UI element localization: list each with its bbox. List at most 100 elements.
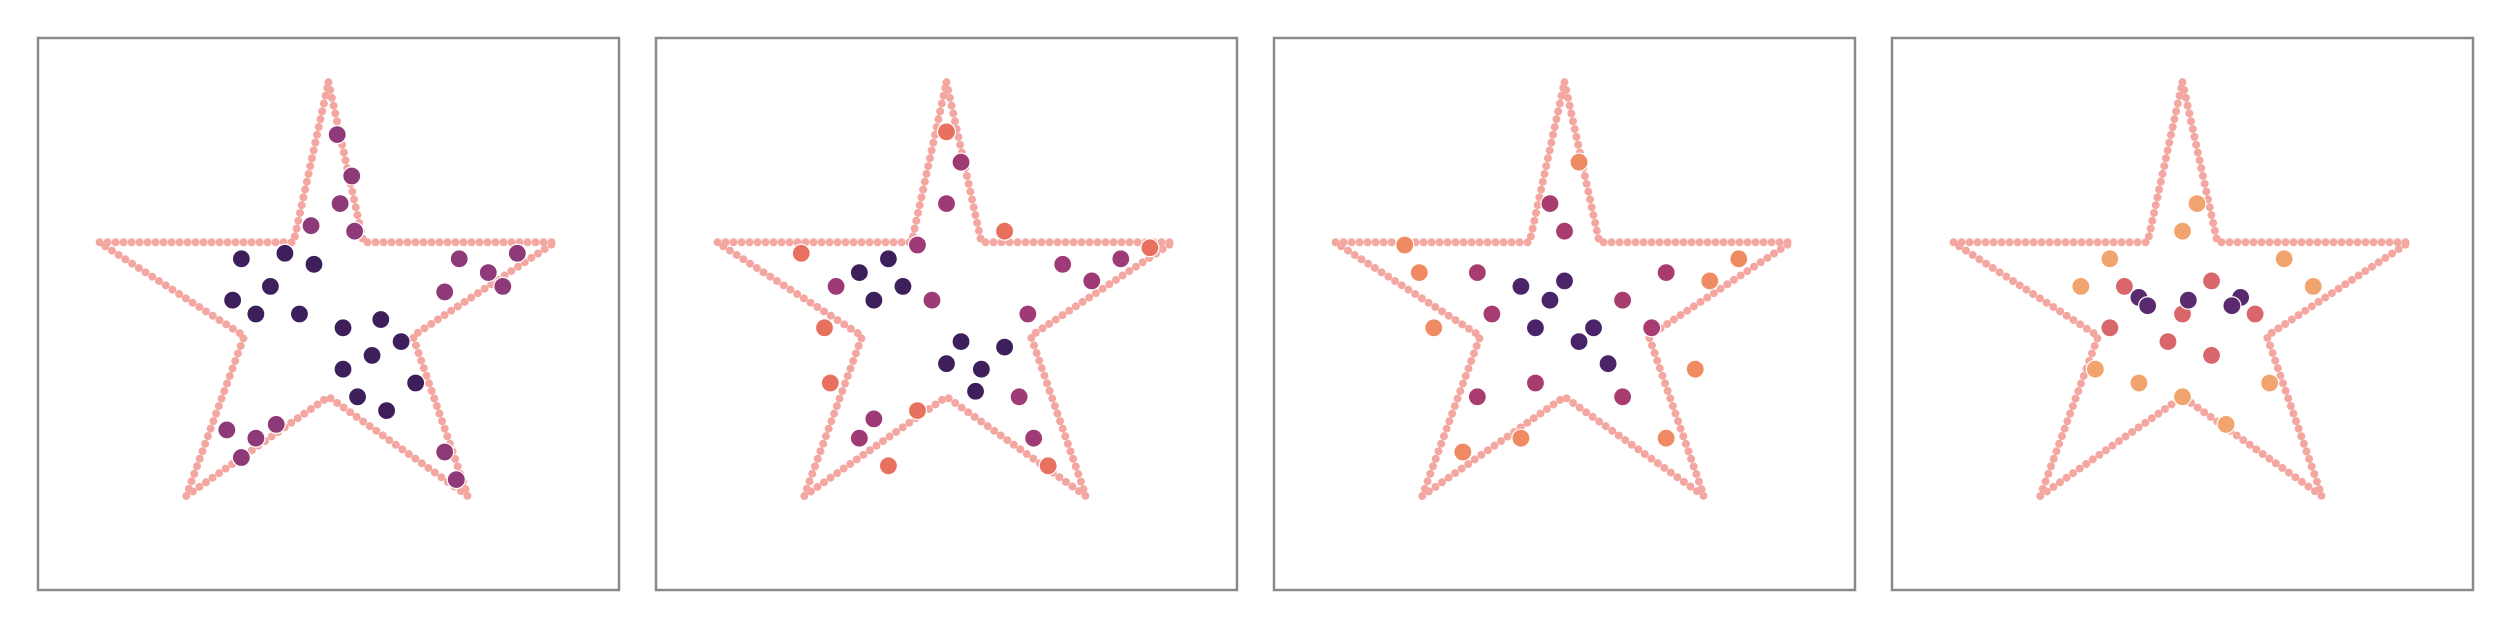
point	[342, 166, 362, 186]
point	[330, 194, 350, 214]
point	[893, 276, 913, 296]
point	[1656, 428, 1676, 448]
point	[820, 373, 840, 393]
star-boundary	[85, 81, 569, 507]
point	[2071, 276, 2091, 296]
point	[449, 249, 469, 269]
point	[1467, 387, 1487, 407]
point	[971, 359, 991, 379]
point	[1511, 276, 1531, 296]
star-boundary	[703, 81, 1187, 507]
point	[1612, 387, 1633, 407]
point	[864, 290, 884, 310]
point	[231, 447, 251, 468]
point	[1482, 304, 1502, 324]
point	[2187, 194, 2207, 214]
point	[347, 387, 368, 407]
point	[1082, 271, 1102, 291]
point	[2100, 318, 2120, 338]
point	[362, 345, 382, 365]
point	[1685, 359, 1705, 379]
point	[1038, 456, 1058, 476]
point	[435, 442, 455, 462]
point	[1424, 318, 1444, 338]
point	[2172, 221, 2193, 241]
point	[246, 428, 266, 448]
point	[507, 243, 527, 263]
point	[1583, 318, 1604, 338]
point	[878, 249, 899, 269]
point	[1053, 254, 1073, 274]
point	[951, 152, 971, 172]
point	[1467, 263, 1487, 283]
point	[2222, 296, 2242, 316]
point	[1540, 290, 1560, 310]
point	[2216, 414, 2236, 434]
point	[266, 414, 286, 434]
point	[2172, 387, 2193, 407]
point	[2138, 296, 2158, 316]
point	[1018, 304, 1038, 324]
point	[1140, 238, 1160, 258]
point	[1540, 194, 1560, 214]
point	[826, 276, 846, 296]
point	[922, 290, 942, 310]
point	[1598, 354, 1618, 374]
point	[2201, 345, 2222, 365]
point	[371, 309, 391, 330]
point	[936, 354, 957, 374]
point	[878, 456, 899, 476]
point	[1554, 271, 1575, 291]
point	[965, 381, 986, 401]
point	[849, 263, 869, 283]
point	[2114, 276, 2134, 296]
point	[333, 359, 353, 379]
point	[1554, 221, 1575, 241]
point	[1700, 271, 1720, 291]
point	[1612, 290, 1633, 310]
point	[435, 282, 455, 302]
point	[289, 304, 310, 324]
point	[260, 276, 280, 296]
point	[2274, 249, 2294, 269]
point	[1569, 332, 1589, 352]
point	[2201, 271, 2222, 291]
point	[493, 276, 513, 296]
point	[304, 254, 324, 274]
point	[2260, 373, 2280, 393]
point	[907, 235, 928, 255]
point	[246, 304, 266, 324]
point	[1395, 235, 1415, 255]
panel-frame	[654, 36, 1239, 592]
point	[231, 249, 251, 269]
point	[377, 401, 397, 421]
point	[864, 409, 884, 429]
panel-frame	[36, 36, 621, 592]
point	[2158, 332, 2178, 352]
point	[333, 318, 353, 338]
point	[2245, 304, 2265, 324]
panel-frame	[1272, 36, 1857, 592]
point	[936, 194, 957, 214]
point	[1569, 152, 1589, 172]
point	[1525, 318, 1546, 338]
point	[1111, 249, 1131, 269]
point	[1642, 318, 1662, 338]
point	[907, 401, 928, 421]
point	[2085, 359, 2105, 379]
point	[1511, 428, 1531, 448]
point	[1656, 263, 1676, 283]
point	[2303, 276, 2323, 296]
point	[327, 125, 347, 145]
point	[391, 332, 411, 352]
point	[791, 243, 811, 263]
point	[1453, 442, 1473, 462]
point	[275, 243, 295, 263]
point	[2129, 373, 2149, 393]
point	[446, 470, 466, 490]
point	[478, 263, 498, 283]
point	[406, 373, 426, 393]
point	[936, 122, 957, 142]
